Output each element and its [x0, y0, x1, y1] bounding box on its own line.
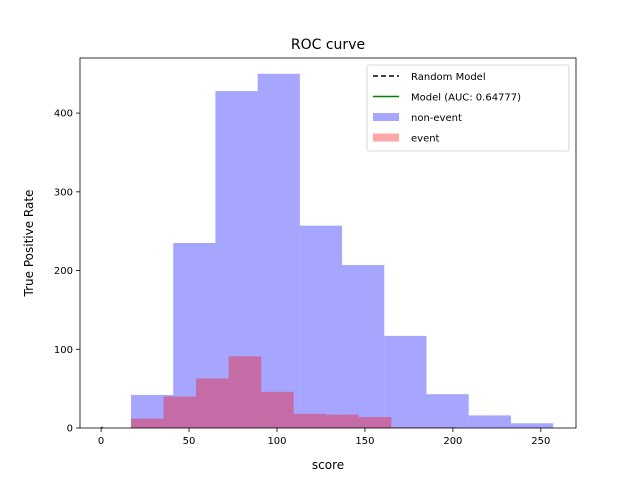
x-tick-label: 0	[98, 436, 104, 447]
y-tick-label: 400	[54, 109, 73, 120]
bar-non-event-9	[510, 423, 554, 428]
chart-title: ROC curve	[291, 37, 365, 53]
bar-event-0	[131, 418, 164, 428]
plot-area	[100, 73, 554, 429]
legend-label: non-event	[411, 113, 462, 124]
bar-non-event-6	[384, 335, 427, 428]
bar-non-event-0	[131, 394, 174, 428]
bar-event-4	[261, 391, 294, 428]
bar-event-7	[358, 416, 392, 428]
x-tick-label: 200	[443, 436, 462, 447]
x-axis-label: score	[312, 458, 344, 472]
bar-event-2	[196, 378, 229, 428]
y-tick-label: 200	[54, 266, 73, 277]
legend: Random Model Model (AUC: 0.64777) non-even…	[366, 64, 570, 152]
y-tick-label: 300	[54, 187, 73, 198]
legend-swatch	[373, 133, 399, 142]
x-tick-label: 50	[183, 436, 196, 447]
bar-non-event-3	[257, 73, 300, 428]
bar-non-event-5	[342, 265, 385, 428]
bar-event-1	[163, 396, 197, 428]
y-axis-ticks: 0 100 200 300 400	[54, 109, 80, 435]
y-axis-label: True Positive Rate	[22, 190, 36, 298]
x-tick-label: 150	[355, 436, 374, 447]
legend-box	[366, 64, 570, 152]
bar-event-5	[293, 413, 327, 428]
bar-event-6	[326, 414, 359, 428]
y-tick-label: 100	[54, 345, 73, 356]
axes-frame	[79, 57, 577, 429]
legend-label: Model (AUC: 0.64777)	[411, 93, 521, 104]
y-tick-label: 0	[67, 424, 73, 435]
bar-non-event-7	[426, 394, 469, 428]
bar-event-3	[228, 356, 262, 428]
legend-label: event	[411, 134, 440, 145]
legend-label: Random Model	[411, 72, 486, 83]
bar-non-event-4	[299, 225, 343, 428]
bar-non-event-8	[468, 415, 511, 428]
legend-swatch	[373, 113, 399, 121]
x-axis-ticks: 0 50 100 150 200 250	[98, 428, 550, 447]
bar-non-event-2	[215, 91, 258, 428]
x-tick-label: 250	[531, 436, 550, 447]
bar-non-event-1	[173, 243, 216, 428]
x-tick-label: 100	[267, 436, 286, 447]
